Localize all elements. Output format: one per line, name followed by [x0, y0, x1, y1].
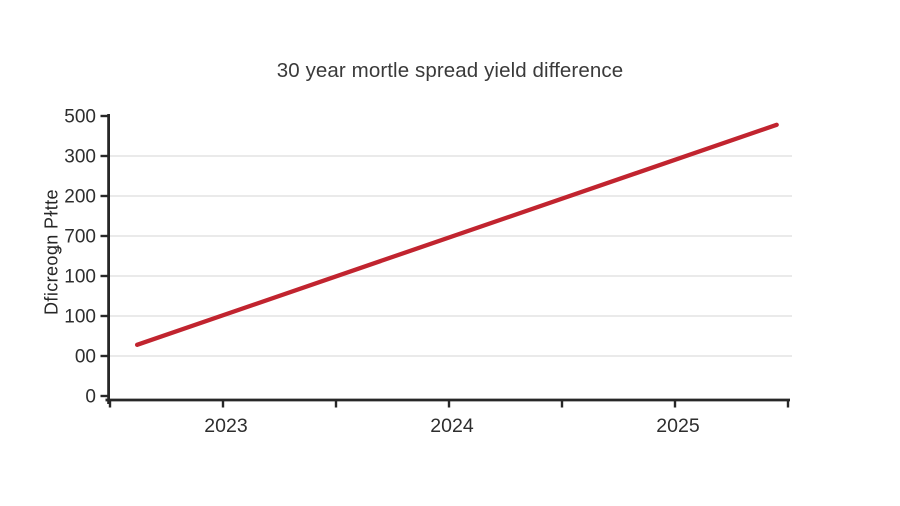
y-tick-label: 300 [64, 147, 96, 168]
x-tick-label: 2024 [430, 415, 474, 437]
chart-title: 30 year mortle spread yield difference [276, 59, 624, 82]
series-yield-spread-line [134, 122, 779, 347]
y-tick-label: 700 [64, 227, 96, 248]
y-tick-label: 0 [85, 387, 96, 408]
x-tick-label: 2025 [656, 415, 700, 437]
x-tick-label: 2023 [204, 415, 247, 437]
y-tick-label: 100 [64, 307, 96, 328]
y-tick-label: 200 [64, 187, 96, 208]
y-tick-label: 00 [75, 347, 96, 368]
y-tick-label: 100 [64, 267, 96, 288]
y-tick-label: 500 [64, 107, 96, 128]
